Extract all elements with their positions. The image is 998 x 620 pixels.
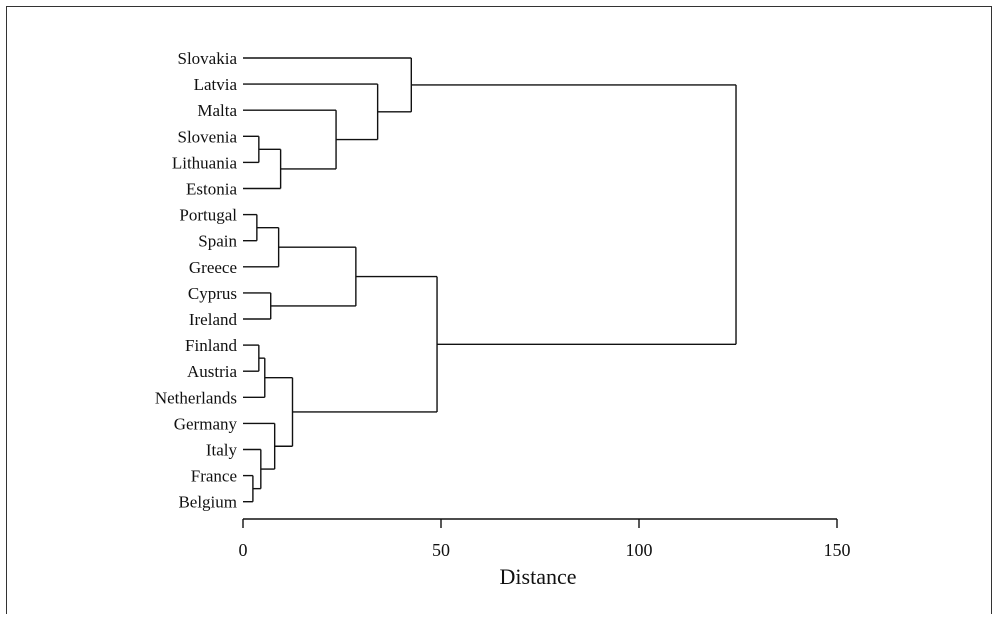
leaf-label-france: France [191, 467, 237, 486]
leaf-labels: Slovakia Latvia Malta Slovenia Lithuania Esto… [155, 49, 238, 512]
x-tick-label-50: 50 [432, 540, 450, 560]
chart-frame [6, 6, 992, 614]
dendrogram-links [243, 57, 737, 503]
leaf-label-austria: Austria [187, 362, 238, 381]
leaf-label-belgium: Belgium [178, 493, 237, 512]
leaf-label-spain: Spain [198, 232, 237, 251]
leaf-label-slovakia: Slovakia [178, 49, 238, 68]
leaf-label-lithuania: Lithuania [172, 153, 238, 172]
leaf-label-germany: Germany [174, 414, 238, 433]
x-tick-label-100: 100 [626, 540, 653, 560]
x-axis-label: Distance [500, 564, 577, 589]
leaf-label-malta: Malta [197, 101, 237, 120]
x-axis: 0 50 100 150 [239, 518, 851, 560]
leaf-label-estonia: Estonia [186, 180, 237, 199]
leaf-label-latvia: Latvia [194, 75, 238, 94]
leaf-label-greece: Greece [189, 258, 237, 277]
leaf-label-portugal: Portugal [179, 206, 237, 225]
leaf-label-ireland: Ireland [189, 310, 238, 329]
leaf-label-italy: Italy [206, 441, 238, 460]
leaf-label-finland: Finland [185, 336, 237, 355]
leaf-label-netherlands: Netherlands [155, 388, 237, 407]
x-tick-label-0: 0 [239, 540, 248, 560]
x-tick-label-150: 150 [824, 540, 851, 560]
leaf-label-cyprus: Cyprus [188, 284, 237, 303]
leaf-label-slovenia: Slovenia [178, 127, 238, 146]
